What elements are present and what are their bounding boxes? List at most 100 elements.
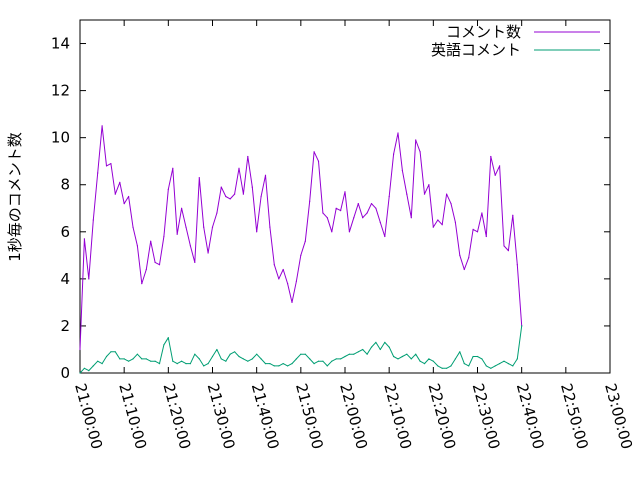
data-point	[123, 358, 125, 360]
data-point	[194, 353, 196, 355]
data-point	[260, 195, 262, 198]
data-point	[300, 353, 302, 355]
data-point	[105, 355, 108, 358]
data-point	[119, 181, 121, 183]
data-point	[331, 360, 333, 362]
data-point	[366, 353, 368, 355]
data-point	[181, 207, 183, 209]
data-point	[362, 348, 364, 351]
y-tick-label: 4	[60, 270, 70, 288]
legend-label: コメント数	[446, 23, 521, 41]
data-point	[83, 238, 85, 240]
data-point	[463, 363, 465, 365]
data-point	[397, 358, 399, 360]
data-point	[110, 351, 112, 353]
data-point	[141, 283, 143, 285]
data-point	[282, 268, 284, 271]
data-point	[485, 235, 487, 238]
data-point	[256, 231, 258, 233]
data-point	[344, 191, 346, 193]
data-point	[287, 365, 289, 367]
data-point	[384, 341, 386, 343]
data-point	[490, 367, 492, 369]
data-point	[136, 353, 138, 355]
data-point	[317, 360, 320, 362]
data-point	[344, 355, 346, 358]
y-tick-label: 8	[60, 176, 70, 194]
data-point	[428, 184, 430, 186]
data-point	[468, 257, 470, 259]
data-point	[295, 358, 297, 360]
y-tick-label: 14	[51, 35, 70, 53]
data-point	[158, 363, 161, 365]
data-point	[150, 360, 152, 362]
data-point	[370, 203, 373, 205]
data-point	[189, 245, 191, 247]
data-point	[446, 367, 448, 369]
data-point	[101, 363, 103, 365]
data-point	[172, 167, 174, 169]
data-point	[317, 160, 320, 162]
data-point	[304, 353, 306, 355]
data-point	[335, 358, 337, 360]
data-point	[251, 186, 253, 188]
data-point	[326, 365, 328, 367]
data-point	[278, 278, 280, 280]
data-point	[393, 153, 395, 155]
data-point	[229, 198, 231, 200]
legend-label: 英語コメント	[431, 41, 521, 59]
data-point	[379, 348, 381, 351]
data-point	[273, 365, 275, 367]
data-point	[92, 219, 94, 221]
data-point	[185, 363, 187, 365]
data-point	[304, 240, 306, 242]
y-tick-label: 12	[51, 82, 70, 100]
data-point	[234, 351, 236, 353]
data-point	[322, 360, 324, 362]
data-point	[176, 233, 178, 235]
data-point	[410, 217, 412, 219]
data-point	[247, 360, 249, 362]
data-point	[441, 224, 443, 226]
data-point	[198, 177, 200, 179]
data-point	[423, 193, 426, 195]
data-point	[132, 358, 134, 360]
data-point	[176, 363, 178, 365]
data-point	[158, 264, 161, 266]
y-axis-label: 1秒毎のコメント数	[6, 132, 24, 262]
data-point	[516, 264, 518, 266]
data-point	[92, 365, 94, 367]
data-point	[379, 221, 381, 223]
data-point	[326, 217, 328, 219]
data-point	[181, 360, 183, 362]
data-point	[282, 363, 284, 365]
data-point	[97, 360, 99, 362]
data-point	[269, 226, 271, 228]
data-point	[105, 165, 108, 167]
data-point	[406, 353, 408, 355]
data-point	[348, 231, 350, 233]
data-point	[203, 365, 205, 367]
data-point	[481, 358, 483, 360]
data-point	[507, 250, 509, 252]
data-point	[468, 365, 470, 367]
data-point	[97, 172, 99, 174]
data-point	[331, 231, 333, 233]
data-point	[375, 341, 377, 343]
data-point	[203, 226, 205, 228]
data-point	[366, 212, 368, 214]
data-point	[163, 235, 165, 238]
data-point	[145, 268, 147, 271]
data-point	[428, 358, 430, 360]
data-point	[357, 351, 359, 353]
y-tick-label: 2	[60, 317, 70, 335]
data-point	[516, 358, 518, 360]
data-point	[353, 353, 355, 355]
data-point	[273, 264, 275, 266]
data-point	[291, 301, 293, 303]
data-point	[264, 174, 267, 176]
data-point	[499, 363, 501, 365]
data-point	[335, 207, 337, 209]
data-point	[313, 151, 315, 153]
